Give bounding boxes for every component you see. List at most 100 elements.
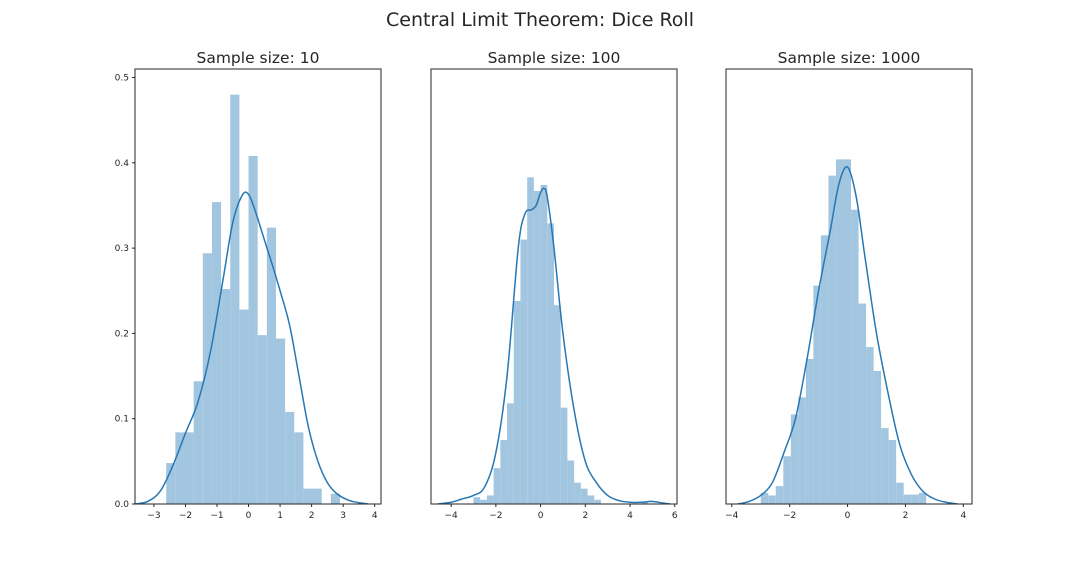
histogram-bar [775,486,784,504]
histogram-bar [594,499,601,504]
histogram-bar [480,499,487,504]
histogram-bar [493,468,501,504]
histogram-bar [175,432,185,504]
subplot-3: Sample size: 1000 −4 −2 0 2 4 [725,49,973,521]
x-tick-label: −3 [147,511,160,521]
x-tick-label: 4 [372,511,378,521]
axes-frame [134,68,382,505]
histogram-bar [790,414,799,504]
histogram-bar [211,202,222,504]
axes-frame [725,68,973,505]
histogram-bars [473,177,648,504]
kde-curve [135,191,369,504]
axes-frame [430,68,678,505]
histogram-bar [851,209,859,504]
x-tick-label: 4 [627,511,633,521]
histogram-bar [560,407,568,504]
x-tick-label: −1 [210,511,223,521]
y-tick-label: 0.3 [115,244,129,254]
histogram-bar [567,460,575,504]
histogram-bar [486,495,494,504]
histogram-bar [547,223,554,504]
x-tick-label: −2 [179,511,192,521]
histogram-bar [230,94,240,504]
y-tick-label: 0.2 [115,329,129,339]
subplot-title: Sample size: 10 [197,49,320,67]
histogram-bar [312,488,322,504]
x-tick-label: 2 [903,511,909,521]
histogram-bar [873,370,882,504]
histogram-bar [554,305,561,504]
histogram-bar [533,190,541,504]
histogram-bar [760,492,769,504]
histogram-bar [193,381,203,504]
histogram-bar [266,227,276,504]
histogram-bar [473,497,481,504]
histogram-bar [896,482,904,504]
histogram-bar [828,175,836,504]
histogram-bar [513,301,521,504]
subplot-title: Sample size: 100 [488,49,621,67]
figure-title: Central Limit Theorem: Dice Roll [386,9,694,31]
histogram-bar [330,493,340,504]
x-tick-label: 1 [277,511,283,521]
histogram-bar [783,456,791,504]
histogram-bar [527,177,534,504]
histogram-bar [294,432,304,504]
histogram-bar [858,303,867,504]
histogram-bar [580,488,588,504]
histogram-bar [239,309,249,504]
histogram-bar [507,403,514,504]
subplot-1: Sample size: 10 −3 −2 −1 0 1 2 3 4 0.0 0.1 0.2 0.3 0.… [115,49,382,521]
histogram-bar [866,347,874,504]
histogram-bar [257,335,267,504]
histogram-bar [221,289,231,504]
x-tick-label: 3 [340,511,346,521]
histogram-bar [835,159,844,504]
histogram-bar [798,397,806,504]
x-tick-label: 2 [582,511,588,521]
histogram-bar [587,495,595,504]
x-tick-label: 0 [246,511,252,521]
histogram-bar [166,463,176,504]
histogram-bar [540,185,548,504]
histogram-bar [903,494,912,504]
x-tick-label: 0 [538,511,544,521]
x-tick-label: 0 [845,511,851,521]
histogram-bar [202,253,212,504]
histogram-bar [843,159,852,504]
histogram-bar [768,495,776,504]
histogram-bars [760,159,927,504]
histogram-bar [881,428,889,504]
histogram-bar [520,239,528,504]
x-tick-label: −4 [725,511,739,521]
x-tick-label: 6 [672,511,678,521]
subplots: Sample size: 10 −3 −2 −1 0 1 2 3 4 0.0 0.1 0.2 0.3 0.… [115,49,973,521]
histogram-bar [184,432,194,504]
y-tick-label: 0.0 [115,500,130,510]
histogram-bar [500,440,508,504]
histogram-bar [820,235,829,504]
subplot-title: Sample size: 1000 [778,49,921,67]
histogram-bar [918,492,927,504]
histogram-bar [911,494,919,504]
histogram-bar [275,338,286,504]
histogram-bar [888,440,897,504]
y-tick-label: 0.4 [115,159,130,169]
histogram-bar [813,285,821,504]
histogram-bar [574,482,581,504]
histogram-bar [805,359,814,504]
histogram-bar [303,488,313,504]
histogram-bar [248,156,258,504]
x-tick-label: −2 [489,511,502,521]
y-tick-label: 0.5 [115,74,129,84]
histogram-bar [285,411,295,504]
kde-curve [737,166,958,504]
x-tick-label: 2 [309,511,315,521]
y-tick-label: 0.1 [115,415,129,425]
x-tick-label: 4 [960,511,966,521]
histogram-bars [166,94,340,504]
subplot-2: Sample size: 100 −4 −2 0 2 4 6 [430,49,678,521]
x-tick-label: −4 [444,511,458,521]
